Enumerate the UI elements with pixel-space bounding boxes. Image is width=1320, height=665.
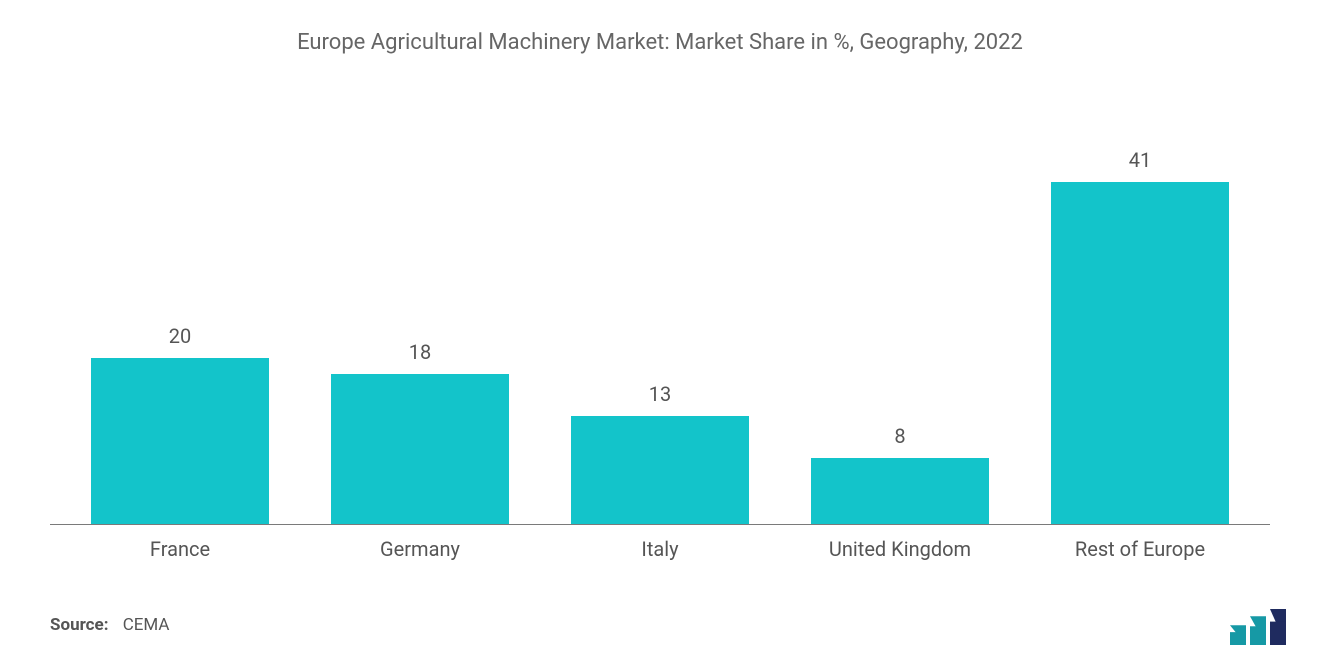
bar <box>811 458 988 525</box>
x-axis-label: Italy <box>552 537 768 561</box>
bar-column: 18 <box>312 65 528 525</box>
bar-value-label: 8 <box>894 424 905 448</box>
bar <box>571 416 748 525</box>
bar-column: 20 <box>72 65 288 525</box>
bar <box>331 374 508 525</box>
brand-logo-icon <box>1230 609 1290 645</box>
x-axis-label: France <box>72 537 288 561</box>
x-axis-label: United Kingdom <box>792 537 1008 561</box>
bar-column: 8 <box>792 65 1008 525</box>
bars-row: 20 18 13 8 41 <box>50 65 1270 525</box>
bar-value-label: 20 <box>169 324 191 348</box>
x-axis-label: Germany <box>312 537 528 561</box>
plot-area: 20 18 13 8 41 <box>50 65 1270 525</box>
bar-value-label: 18 <box>409 340 431 364</box>
bar <box>91 358 268 525</box>
source-value: CEMA <box>123 615 170 635</box>
bar-column: 13 <box>552 65 768 525</box>
bar <box>1051 182 1228 525</box>
bar-column: 41 <box>1032 65 1248 525</box>
x-axis-label: Rest of Europe <box>1032 537 1248 561</box>
source-attribution: Source: CEMA <box>50 615 170 635</box>
bar-value-label: 41 <box>1129 148 1151 172</box>
chart-title: Europe Agricultural Machinery Market: Ma… <box>50 30 1270 55</box>
chart-container: Europe Agricultural Machinery Market: Ma… <box>0 0 1320 665</box>
source-label: Source: <box>50 615 108 635</box>
x-axis-line <box>50 524 1270 525</box>
bar-value-label: 13 <box>649 382 671 406</box>
x-axis-labels: France Germany Italy United Kingdom Rest of … <box>50 525 1270 561</box>
